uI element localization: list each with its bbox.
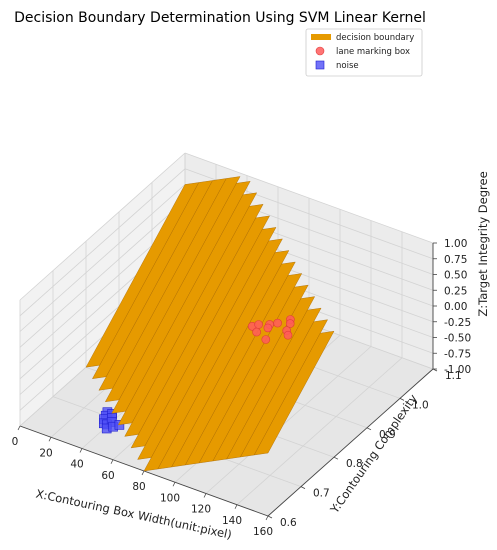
legend-marker-lane-marking-box [315, 46, 325, 56]
surface-patch [226, 307, 322, 460]
x-tick-label: 20 [39, 447, 52, 459]
y-tick-mark [366, 427, 372, 431]
x-tick-label: 80 [132, 481, 145, 493]
surface-patch [171, 261, 296, 468]
x-tick-label: 160 [253, 526, 273, 538]
surface-patch [184, 273, 303, 466]
surface-patch [157, 250, 290, 470]
y-tick-label: 1.0 [412, 399, 429, 411]
x-tick-label: 60 [101, 470, 114, 482]
x-tick-mark [79, 448, 83, 453]
y-tick-label: 0.7 [313, 488, 330, 500]
x-tick-label: 100 [160, 492, 180, 504]
surface-patch [117, 192, 258, 426]
x-tick-mark [265, 515, 269, 521]
x-tick-mark [234, 504, 238, 509]
surface-patch [104, 176, 241, 403]
y-tick-label: 1.1 [445, 370, 462, 382]
y-tick-mark [300, 486, 306, 489]
surface-patch [198, 284, 309, 464]
lane-marking-points [247, 315, 295, 344]
x-tick-label: 40 [70, 459, 83, 471]
x-tick-mark [172, 482, 176, 487]
y-tick-mark [333, 456, 339, 460]
z-tick-label: -1.00 [444, 364, 471, 376]
z-gridline [19, 168, 186, 317]
x-gridline [236, 357, 403, 506]
tick-labels: 0204060801001201401600.60.70.80.91.01.1-… [12, 238, 472, 538]
surface-patch [130, 215, 270, 449]
lane-marking-point [254, 320, 263, 329]
z-gridline [19, 152, 186, 301]
x-tick-label: 0 [12, 436, 19, 448]
legend-label-decision-boundary: decision boundary [336, 33, 414, 43]
surface-patch [253, 330, 335, 456]
z-tick-label: 0.50 [444, 270, 467, 282]
decision-boundary-surface [85, 176, 335, 472]
legend-marker-noise [315, 60, 325, 70]
x-tick-mark [141, 470, 145, 476]
x-tick-mark [48, 437, 52, 442]
surface-patch [137, 227, 277, 460]
z-tick-label: 0.75 [444, 254, 467, 266]
surface-patch [143, 238, 283, 472]
legend: decision boundary lane marking box noise [305, 28, 423, 77]
z-tick-label: 0.00 [444, 301, 467, 313]
z-tick-label: 0.25 [444, 285, 467, 297]
y-tick-label: 0.8 [346, 458, 363, 470]
z-tick-label: -0.50 [444, 333, 471, 345]
lane-marking-point [263, 323, 273, 333]
lane-marking-point [252, 327, 261, 337]
z-gridline [184, 152, 434, 244]
legend-label-noise: noise [336, 61, 359, 71]
lane-marking-point [285, 319, 295, 328]
legend-label-lane-marking-box: lane marking box [336, 47, 410, 57]
surface-patch [111, 181, 251, 414]
legend-swatch-decision-boundary [311, 34, 331, 40]
z-tick-label: -0.25 [444, 317, 471, 329]
surface-patch [124, 204, 264, 437]
z-tick-label: 1.00 [444, 238, 467, 250]
surface-patch [240, 319, 328, 458]
z-gridline [19, 200, 186, 348]
lane-marking-point [283, 330, 293, 340]
x-tick-label: 140 [222, 515, 242, 527]
x-tick-label: 120 [191, 504, 211, 516]
x-gridline [205, 346, 372, 494]
z-tick-label: -0.75 [444, 348, 471, 360]
y-tick-label: 0.9 [379, 429, 396, 441]
lane-marking-point [261, 335, 271, 344]
z-gridline [19, 184, 186, 332]
lane-marking-point [273, 318, 282, 328]
x-tick-mark [17, 425, 21, 431]
y-tick-mark [267, 515, 273, 519]
x-tick-mark [203, 493, 207, 498]
z-axis-label: Z:Target Integrity Degree [476, 171, 490, 316]
x-tick-mark [110, 459, 114, 464]
y-tick-mark [399, 398, 405, 401]
y-tick-label: 0.6 [280, 517, 297, 529]
y-axis-line [267, 368, 434, 517]
chart-title: Decision Boundary Determination Using SV… [14, 10, 426, 26]
legend-frame [305, 28, 423, 77]
